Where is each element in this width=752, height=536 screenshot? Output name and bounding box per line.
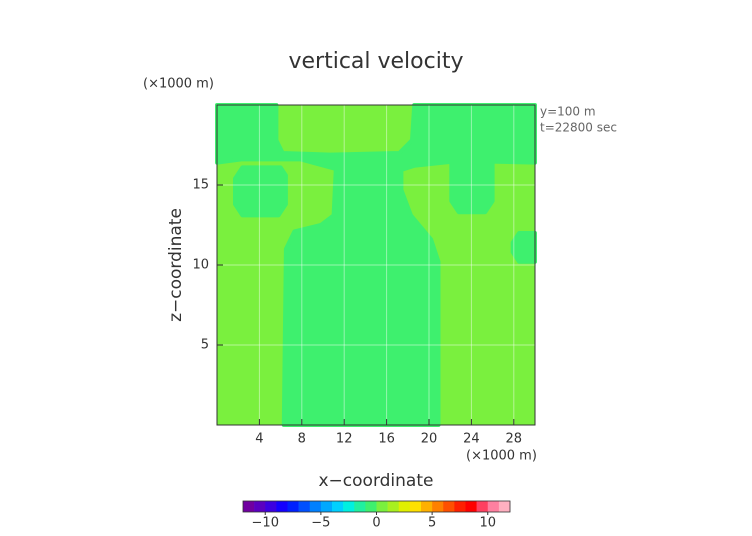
colorbar-cell — [487, 501, 500, 512]
y-tick-label: 10 — [192, 258, 209, 273]
colorbar-cell — [265, 501, 277, 512]
contour-region — [510, 231, 537, 264]
contour-region — [281, 168, 441, 427]
colorbar-cell — [343, 501, 355, 512]
colorbar-tick-label: −5 — [311, 516, 330, 531]
y-unit: (×1000 m) — [143, 77, 214, 92]
x-tick-label: 12 — [336, 432, 353, 447]
colorbar-tick-label: −10 — [252, 516, 279, 531]
colorbar-cell — [387, 501, 400, 512]
colorbar-cell — [309, 501, 322, 512]
x-tick-label: 24 — [463, 432, 480, 447]
contour-region — [449, 160, 495, 215]
colorbar-cell — [298, 501, 311, 512]
colorbar-cell — [498, 501, 511, 512]
colorbar-cell — [432, 501, 444, 512]
colorbar-cell — [476, 501, 489, 512]
annotation: t=22800 sec — [540, 121, 617, 135]
chart-title: vertical velocity — [288, 49, 463, 74]
colorbar-cell — [243, 501, 255, 512]
colorbar-tick-label: 0 — [372, 516, 380, 531]
colorbar-cell — [320, 501, 333, 512]
contour-region — [233, 165, 288, 218]
colorbar-cell — [276, 501, 288, 512]
colorbar-cell — [398, 501, 411, 512]
colorbar-cell — [465, 501, 477, 512]
colorbar-cell — [454, 501, 466, 512]
colorbar-tick-label: 10 — [479, 516, 496, 531]
y-tick-label: 5 — [201, 338, 209, 353]
colorbar-cell — [421, 501, 433, 512]
y-axis-label: z−coordinate — [166, 208, 186, 322]
colorbar-cell — [365, 501, 377, 512]
plot-frame — [216, 104, 536, 426]
x-unit: (×1000 m) — [466, 449, 537, 464]
colorbar-cell — [376, 501, 388, 512]
colorbar-cell — [354, 501, 366, 512]
colorbar-cell — [409, 501, 422, 512]
x-axis-label: x−coordinate — [319, 471, 434, 491]
colorbar-cell — [254, 501, 266, 512]
x-tick-label: 8 — [298, 432, 306, 447]
annotation: y=100 m — [540, 105, 596, 119]
x-tick-label: 16 — [378, 432, 395, 447]
y-tick-label: 15 — [192, 178, 209, 193]
x-tick-label: 4 — [255, 432, 263, 447]
x-tick-label: 28 — [506, 432, 523, 447]
colorbar-tick-label: 5 — [428, 516, 436, 531]
colorbar-cell — [287, 501, 299, 512]
colorbar-cell — [332, 501, 344, 512]
colorbar-cell — [443, 501, 455, 512]
x-tick-label: 20 — [421, 432, 438, 447]
